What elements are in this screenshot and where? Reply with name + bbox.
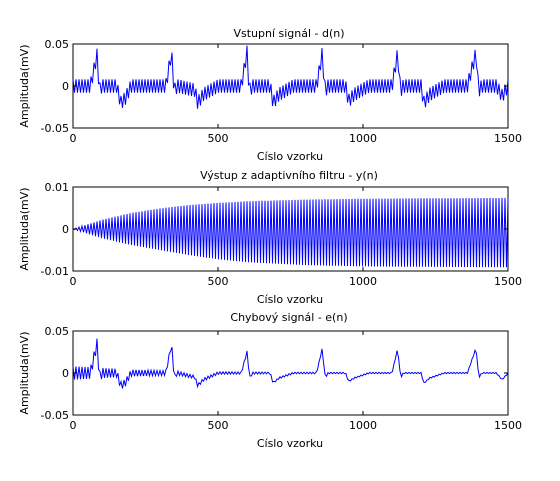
x-tick-label: 0 [70, 132, 77, 145]
y-tick-label: -0.05 [41, 409, 69, 422]
y-tick-label: 0 [62, 223, 69, 236]
subplot-input-signal: Vstupní signál - d(n) 0 500 1000 1500-0.050… [18, 27, 522, 163]
x-tick-label: 1500 [494, 132, 522, 145]
x-axis-label: Císlo vzorku [257, 437, 323, 450]
subplot-error-signal: Chybový signál - e(n) 0 500 1000 1500-0.050… [18, 311, 522, 450]
x-tick-label: 1000 [349, 132, 377, 145]
signal-trace [72, 45, 509, 109]
signal-trace [72, 197, 509, 268]
y-axis-label: Amplituda(mV) [18, 44, 31, 127]
y-tick-label: -0.05 [41, 122, 69, 135]
subplot-title: Vstupní signál - d(n) [233, 27, 344, 40]
x-tick-label: 500 [208, 419, 229, 432]
x-tick-label: 1000 [349, 275, 377, 288]
x-tick-label: 0 [70, 275, 77, 288]
x-axis-label: Císlo vzorku [257, 293, 323, 306]
y-tick-label: -0.01 [41, 265, 69, 278]
y-axis-label: Amplituda(mV) [18, 187, 31, 270]
x-tick-label: 1000 [349, 419, 377, 432]
signal-trace [72, 338, 509, 389]
x-tick-label: 1500 [494, 275, 522, 288]
y-tick-label: 0.05 [45, 38, 70, 51]
y-tick-label: 0.05 [45, 325, 70, 338]
x-axis-label: Císlo vzorku [257, 150, 323, 163]
y-tick-label: 0 [62, 367, 69, 380]
subplot-title: Chybový signál - e(n) [230, 311, 347, 324]
subplot-title: Výstup z adaptivního filtru - y(n) [200, 169, 378, 182]
y-tick-label: 0 [62, 80, 69, 93]
x-tick-label: 1500 [494, 419, 522, 432]
subplot-filter-output: Výstup z adaptivního filtru - y(n) 0 500 1… [18, 169, 522, 306]
x-tick-label: 500 [208, 275, 229, 288]
y-axis-label: Amplituda(mV) [18, 331, 31, 414]
x-tick-label: 500 [208, 132, 229, 145]
x-tick-label: 0 [70, 419, 77, 432]
y-tick-label: 0.01 [45, 181, 70, 194]
